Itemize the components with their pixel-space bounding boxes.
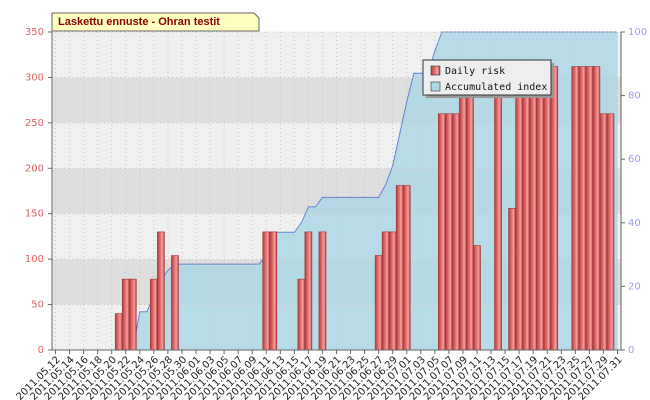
y2-tick-label: 40 xyxy=(628,218,641,229)
y-tick-label: 0 xyxy=(38,345,44,356)
bar xyxy=(438,113,446,351)
bar xyxy=(606,113,615,351)
y2-tick-label: 80 xyxy=(628,91,641,102)
bar xyxy=(466,90,474,351)
bar xyxy=(571,66,580,351)
bar xyxy=(121,278,130,351)
bar xyxy=(543,66,552,351)
bar xyxy=(395,185,404,351)
y-tick-label: 200 xyxy=(25,163,44,174)
bar xyxy=(262,231,271,351)
y-tick-label: 350 xyxy=(25,27,44,38)
legend-swatch xyxy=(430,65,441,76)
bar xyxy=(452,113,460,351)
y-tick-label: 50 xyxy=(31,300,44,311)
bar xyxy=(445,113,453,351)
bar xyxy=(494,90,502,351)
bar xyxy=(522,66,530,351)
y2-tick-label: 0 xyxy=(628,345,634,356)
y-tick-label: 100 xyxy=(25,254,44,265)
bar xyxy=(592,66,601,351)
bar xyxy=(529,66,538,351)
bar xyxy=(128,278,137,351)
bar xyxy=(550,66,559,351)
bar xyxy=(304,231,313,351)
legend-swatch xyxy=(430,81,441,92)
bar xyxy=(459,90,467,351)
bar xyxy=(578,66,587,351)
bar xyxy=(388,231,397,351)
y2-tick-label: 100 xyxy=(628,27,647,38)
bar xyxy=(508,207,516,351)
title-box xyxy=(51,12,260,32)
bar xyxy=(381,231,390,351)
bar xyxy=(536,66,545,351)
legend-box xyxy=(422,59,552,96)
bar xyxy=(297,278,306,351)
bar xyxy=(150,278,158,351)
y-tick-label: 250 xyxy=(25,118,44,129)
bar xyxy=(171,255,179,351)
bar xyxy=(585,66,594,351)
bar xyxy=(318,231,327,351)
bar xyxy=(374,255,383,351)
y-tick-label: 150 xyxy=(25,209,44,220)
bar xyxy=(402,185,411,351)
legend-label: Daily risk xyxy=(445,66,505,77)
y-tick-label: 300 xyxy=(25,72,44,83)
chart-title: Laskettu ennuste - Ohran testit xyxy=(58,16,220,28)
y2-tick-label: 20 xyxy=(628,281,641,292)
bar xyxy=(157,231,165,351)
legend-label: Accumulated index xyxy=(445,82,547,93)
bar xyxy=(599,113,608,351)
bar xyxy=(114,313,123,351)
y2-tick-label: 60 xyxy=(628,154,641,165)
area-line xyxy=(55,31,618,351)
bar xyxy=(515,66,523,351)
bar xyxy=(269,231,278,351)
bar xyxy=(473,245,481,351)
